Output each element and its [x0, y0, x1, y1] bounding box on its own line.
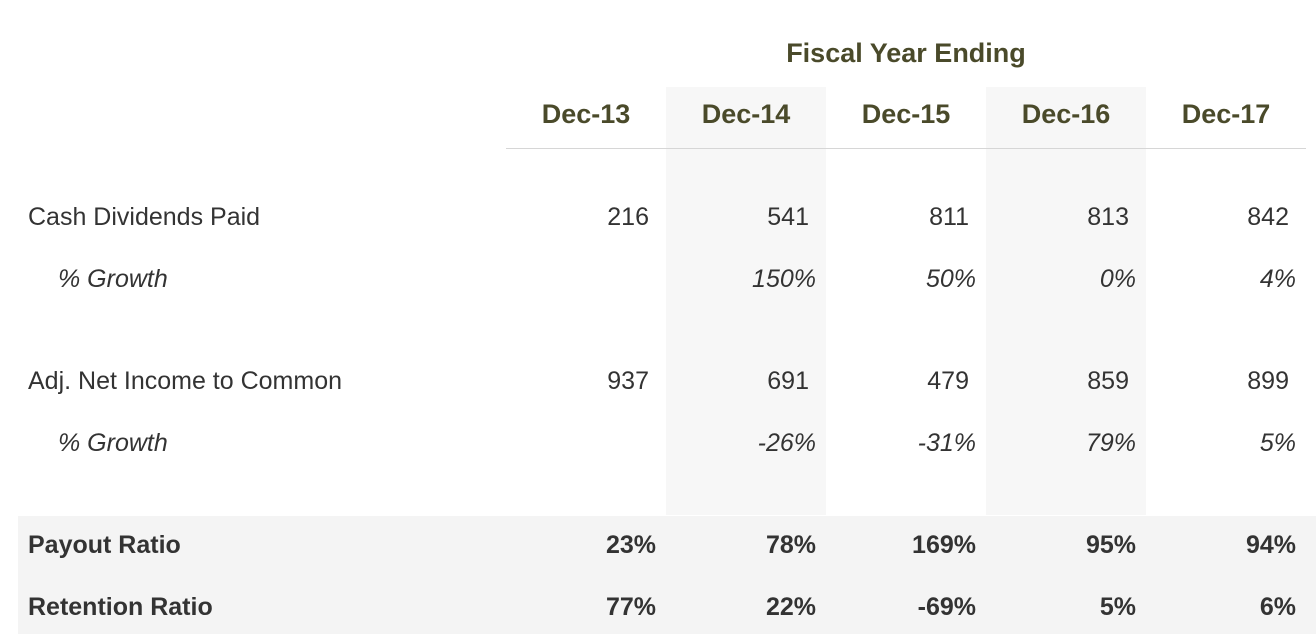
column-stripe-dec-16: [986, 87, 1146, 515]
table-cell: 50%: [925, 265, 976, 293]
table-cell: 23%: [605, 531, 656, 559]
table-cell: 4%: [1259, 265, 1296, 293]
row-label: Adj. Net Income to Common: [28, 367, 343, 395]
table-cell: 78%: [765, 531, 816, 559]
table-cell: -31%: [917, 429, 976, 457]
table-cell: -69%: [917, 593, 976, 621]
column-header-dec-13: Dec-13: [541, 99, 631, 129]
column-header-dec-14: Dec-14: [701, 99, 791, 129]
table-cell: 6%: [1259, 593, 1296, 621]
table-cell: 842: [1247, 203, 1289, 231]
table-cell: 5%: [1099, 593, 1136, 621]
table-cell: 94%: [1245, 531, 1296, 559]
column-header-dec-15: Dec-15: [861, 99, 951, 129]
table-cell: 216: [607, 203, 649, 231]
table-cell: -26%: [757, 429, 816, 457]
table-cell: 79%: [1085, 429, 1136, 457]
table-cell: 479: [927, 367, 969, 395]
table-cell: 937: [607, 367, 649, 395]
table-cell: 541: [767, 203, 809, 231]
table-cell: 150%: [752, 265, 816, 293]
table-cell: 811: [929, 203, 969, 231]
summary-band: [18, 516, 1316, 634]
table-cell: 859: [1087, 367, 1129, 395]
table-cell: 5%: [1259, 429, 1296, 457]
table-cell: 169%: [912, 531, 976, 559]
table-cell: 95%: [1085, 531, 1136, 559]
row-label: % Growth: [58, 265, 168, 293]
table-cell: 691: [767, 367, 809, 395]
column-header-dec-17: Dec-17: [1181, 99, 1271, 129]
column-stripe-dec-14: [666, 87, 826, 515]
table-cell: 22%: [765, 593, 816, 621]
column-header-dec-16: Dec-16: [1021, 99, 1111, 129]
row-label: Retention Ratio: [28, 593, 213, 621]
table-cell: 813: [1087, 203, 1129, 231]
table-cell: 0%: [1099, 265, 1136, 293]
row-label: Cash Dividends Paid: [28, 203, 261, 231]
table-cell: 77%: [605, 593, 656, 621]
table-title: Fiscal Year Ending: [786, 38, 1026, 68]
row-label: Payout Ratio: [28, 531, 181, 559]
header-divider: [506, 148, 1306, 149]
table-cell: 899: [1247, 367, 1289, 395]
row-label: % Growth: [58, 429, 168, 457]
